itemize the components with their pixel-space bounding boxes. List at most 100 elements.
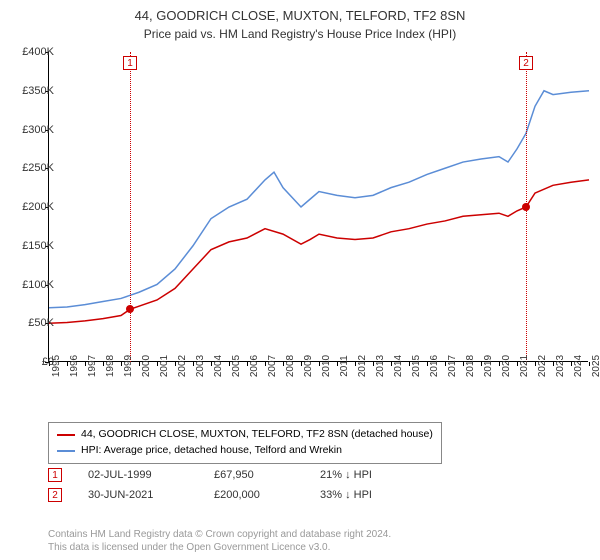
- ytick-label: £300K: [22, 124, 54, 136]
- xtick-mark: [211, 362, 212, 366]
- xtick-mark: [535, 362, 536, 366]
- xtick-mark: [319, 362, 320, 366]
- xtick-label: 2011: [339, 355, 350, 377]
- xtick-label: 2020: [501, 355, 512, 377]
- event-row: 1 02-JUL-1999 £67,950 21% ↓ HPI: [48, 468, 372, 482]
- xtick-label: 2022: [537, 355, 548, 377]
- xtick-label: 1998: [105, 355, 116, 377]
- xtick-mark: [409, 362, 410, 366]
- xtick-label: 2016: [429, 355, 440, 377]
- xtick-label: 2004: [213, 355, 224, 377]
- event-diff: 33% ↓ HPI: [320, 489, 372, 501]
- ytick-label: £150K: [22, 240, 54, 252]
- xtick-mark: [427, 362, 428, 366]
- xtick-mark: [175, 362, 176, 366]
- chart-area: 12 1995199619971998199920002001200220032…: [48, 52, 588, 384]
- xtick-label: 2012: [357, 355, 368, 377]
- xtick-mark: [499, 362, 500, 366]
- xtick-label: 2024: [573, 355, 584, 377]
- event-date: 30-JUN-2021: [88, 489, 188, 501]
- ytick-label: £250K: [22, 162, 54, 174]
- xtick-mark: [481, 362, 482, 366]
- xtick-label: 1997: [87, 355, 98, 377]
- xtick-mark: [553, 362, 554, 366]
- xtick-label: 1999: [123, 355, 134, 377]
- legend-item: HPI: Average price, detached house, Telf…: [57, 443, 433, 459]
- event-price: £67,950: [214, 469, 294, 481]
- xtick-mark: [103, 362, 104, 366]
- event-diff: 21% ↓ HPI: [320, 469, 372, 481]
- xtick-mark: [85, 362, 86, 366]
- xtick-mark: [463, 362, 464, 366]
- ytick-label: £400K: [22, 46, 54, 58]
- legend-label: HPI: Average price, detached house, Telf…: [81, 443, 342, 459]
- legend-swatch: [57, 450, 75, 452]
- xtick-mark: [283, 362, 284, 366]
- legend-label: 44, GOODRICH CLOSE, MUXTON, TELFORD, TF2…: [81, 427, 433, 443]
- xtick-mark: [355, 362, 356, 366]
- xtick-label: 2003: [195, 355, 206, 377]
- chart-subtitle: Price paid vs. HM Land Registry's House …: [0, 25, 600, 41]
- event-dot: [126, 305, 134, 313]
- event-row: 2 30-JUN-2021 £200,000 33% ↓ HPI: [48, 488, 372, 502]
- xtick-mark: [373, 362, 374, 366]
- credits: Contains HM Land Registry data © Crown c…: [48, 528, 391, 554]
- event-date: 02-JUL-1999: [88, 469, 188, 481]
- ytick-label: £50K: [28, 317, 54, 329]
- xtick-mark: [589, 362, 590, 366]
- events-table: 1 02-JUL-1999 £67,950 21% ↓ HPI 2 30-JUN-2021…: [48, 468, 372, 508]
- event-num-box: 1: [48, 468, 62, 482]
- ytick-label: £200K: [22, 201, 54, 213]
- credits-line2: This data is licensed under the Open Gov…: [48, 541, 391, 554]
- xtick-mark: [121, 362, 122, 366]
- chart-container: 44, GOODRICH CLOSE, MUXTON, TELFORD, TF2…: [0, 0, 600, 560]
- plot-region: 12: [48, 52, 588, 362]
- xtick-mark: [193, 362, 194, 366]
- xtick-label: 2007: [267, 355, 278, 377]
- xtick-label: 2019: [483, 355, 494, 377]
- xtick-label: 2015: [411, 355, 422, 377]
- ytick-label: £0: [42, 356, 54, 368]
- xtick-label: 2018: [465, 355, 476, 377]
- event-dot: [522, 203, 530, 211]
- xtick-label: 2005: [231, 355, 242, 377]
- xtick-mark: [67, 362, 68, 366]
- xtick-label: 2010: [321, 355, 332, 377]
- xtick-label: 2001: [159, 355, 170, 377]
- legend-item: 44, GOODRICH CLOSE, MUXTON, TELFORD, TF2…: [57, 427, 433, 443]
- xtick-mark: [265, 362, 266, 366]
- xtick-mark: [139, 362, 140, 366]
- xtick-label: 2023: [555, 355, 566, 377]
- xtick-mark: [247, 362, 248, 366]
- ytick-label: £350K: [22, 85, 54, 97]
- legend: 44, GOODRICH CLOSE, MUXTON, TELFORD, TF2…: [48, 422, 442, 464]
- credits-line1: Contains HM Land Registry data © Crown c…: [48, 528, 391, 541]
- xtick-label: 2013: [375, 355, 386, 377]
- xtick-label: 2008: [285, 355, 296, 377]
- event-marker-box: 1: [123, 56, 137, 70]
- xtick-label: 2000: [141, 355, 152, 377]
- xtick-label: 2021: [519, 355, 530, 377]
- event-price: £200,000: [214, 489, 294, 501]
- event-num-box: 2: [48, 488, 62, 502]
- xtick-label: 2002: [177, 355, 188, 377]
- xtick-label: 2017: [447, 355, 458, 377]
- xtick-mark: [391, 362, 392, 366]
- xtick-label: 2006: [249, 355, 260, 377]
- xtick-mark: [157, 362, 158, 366]
- xtick-label: 2009: [303, 355, 314, 377]
- chart-title: 44, GOODRICH CLOSE, MUXTON, TELFORD, TF2…: [0, 0, 600, 25]
- xtick-mark: [229, 362, 230, 366]
- xtick-mark: [337, 362, 338, 366]
- xtick-mark: [445, 362, 446, 366]
- xtick-label: 2014: [393, 355, 404, 377]
- event-vline: [130, 52, 131, 362]
- xtick-mark: [571, 362, 572, 366]
- xtick-label: 2025: [591, 355, 600, 377]
- ytick-label: £100K: [22, 279, 54, 291]
- xtick-mark: [301, 362, 302, 366]
- xtick-label: 1996: [69, 355, 80, 377]
- xtick-mark: [517, 362, 518, 366]
- legend-swatch: [57, 434, 75, 436]
- event-marker-box: 2: [519, 56, 533, 70]
